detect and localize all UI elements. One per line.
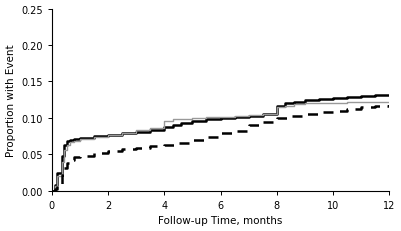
X-axis label: Follow-up Time, months: Follow-up Time, months bbox=[158, 216, 283, 225]
Y-axis label: Proportion with Event: Proportion with Event bbox=[6, 44, 16, 156]
